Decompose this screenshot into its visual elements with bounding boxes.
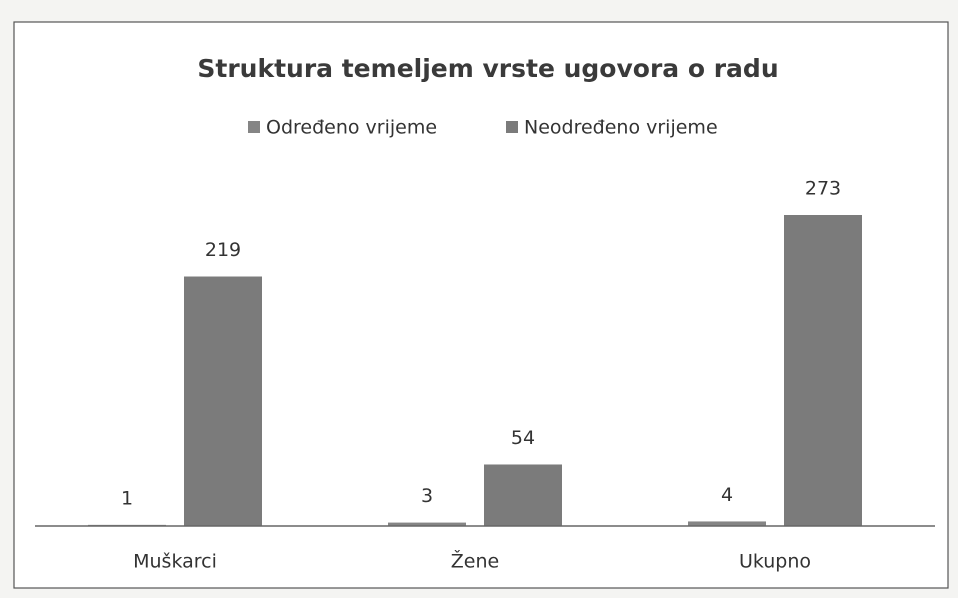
data-label: 4 <box>721 484 733 506</box>
data-label: 219 <box>205 239 241 261</box>
x-tick-label: Muškarci <box>133 551 217 573</box>
bar <box>688 521 766 526</box>
data-label: 3 <box>421 485 433 507</box>
legend-swatch <box>248 121 260 133</box>
legend-label: Određeno vrijeme <box>266 117 437 139</box>
data-label: 1 <box>121 487 133 509</box>
bar <box>484 464 562 526</box>
legend-swatch <box>506 121 518 133</box>
bar <box>184 276 262 526</box>
x-tick-label: Ukupno <box>739 551 811 573</box>
data-label: 273 <box>805 178 841 200</box>
x-tick-label: Žene <box>451 550 499 573</box>
data-label: 54 <box>511 427 535 449</box>
bar <box>388 522 466 526</box>
bar <box>784 215 862 526</box>
chart-title: Struktura temeljem vrste ugovora o radu <box>197 54 778 83</box>
legend-label: Neodređeno vrijeme <box>524 117 718 139</box>
